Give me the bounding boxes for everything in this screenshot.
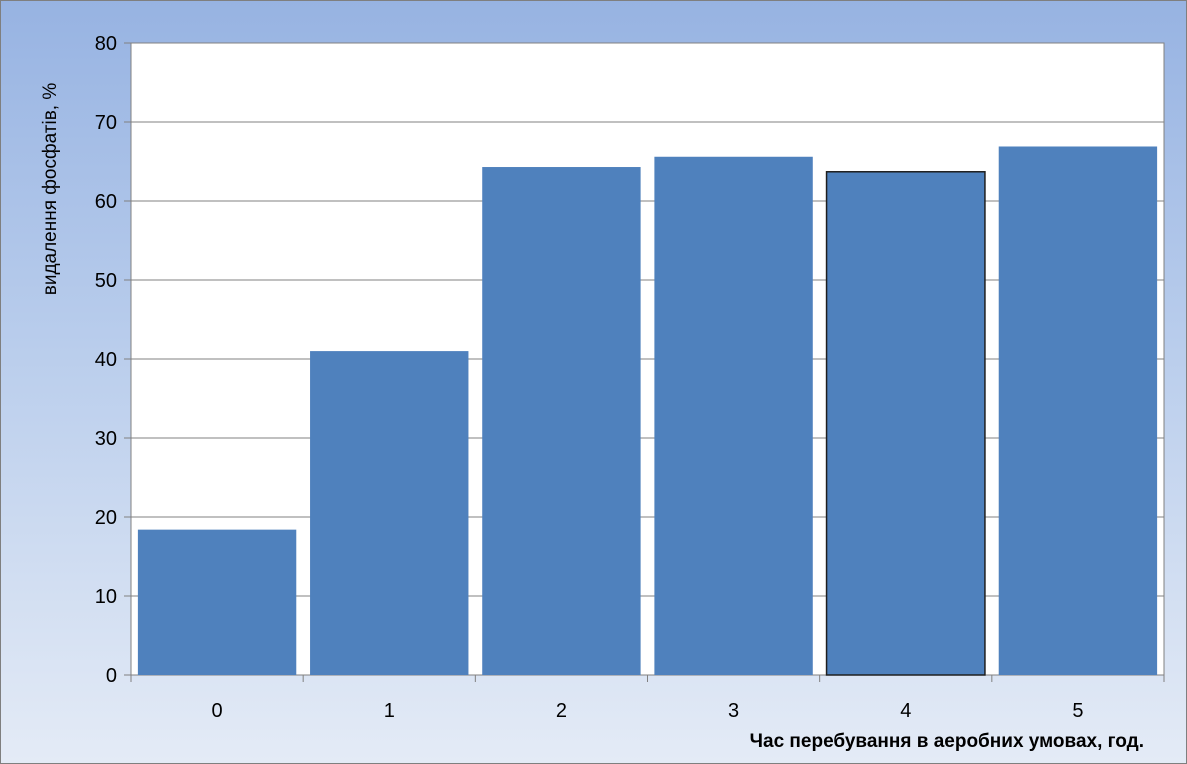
bar-5: [998, 146, 1158, 676]
y-tick-label: 50: [95, 270, 117, 292]
y-tick-label: 10: [95, 586, 117, 608]
y-tick-label: 80: [95, 33, 117, 55]
bars: [137, 146, 1158, 676]
bar-0: [137, 529, 297, 675]
y-tick-label: 60: [95, 191, 117, 213]
y-tick-label: 70: [95, 112, 117, 134]
y-tick-label: 30: [95, 428, 117, 450]
bar-3: [654, 156, 813, 675]
bar-2: [482, 167, 641, 675]
x-tick-label: 2: [556, 700, 567, 722]
x-tick-label: 1: [384, 700, 395, 722]
x-tick-labels: 0 1 2 3 4 5: [130, 675, 1165, 722]
x-tick-label: 5: [1072, 700, 1083, 722]
bar-4: [825, 171, 986, 676]
y-tick-label: 0: [106, 665, 117, 687]
x-tick-label: 4: [900, 700, 911, 722]
gridlines: [131, 121, 1164, 597]
y-tick-label: 40: [95, 349, 117, 371]
bar-1: [310, 351, 469, 675]
x-tick-label: 0: [212, 700, 223, 722]
y-axis-title: видалення фосфатів, %: [40, 83, 61, 296]
x-axis-title: Час перебування в аеробних умовах, год.: [750, 731, 1144, 752]
y-tick-labels: 0 10 20 30 40 50 60 70 80: [95, 33, 131, 687]
x-tick-label: 3: [728, 700, 739, 722]
y-tick-label: 20: [95, 507, 117, 529]
